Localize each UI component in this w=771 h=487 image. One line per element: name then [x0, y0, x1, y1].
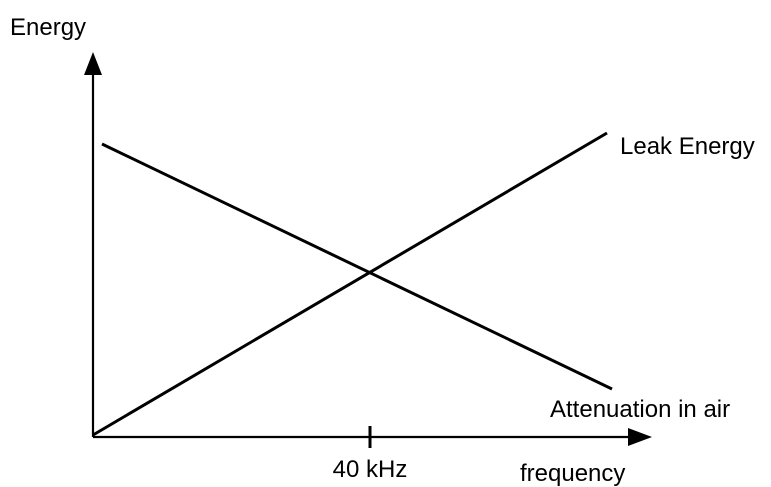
- x-axis-arrowhead: [628, 428, 652, 446]
- y-axis-label: Energy: [10, 14, 86, 41]
- attenuation-in-air-label: Attenuation in air: [550, 396, 730, 423]
- attenuation-in-air-line: [101, 142, 613, 391]
- x-axis-label: frequency: [520, 460, 625, 487]
- y-axis-arrowhead: [84, 52, 102, 75]
- x-axis-tick-label: 40 kHz: [333, 456, 408, 483]
- leak-energy-label: Leak Energy: [620, 133, 755, 160]
- leak-energy-line: [92, 131, 608, 437]
